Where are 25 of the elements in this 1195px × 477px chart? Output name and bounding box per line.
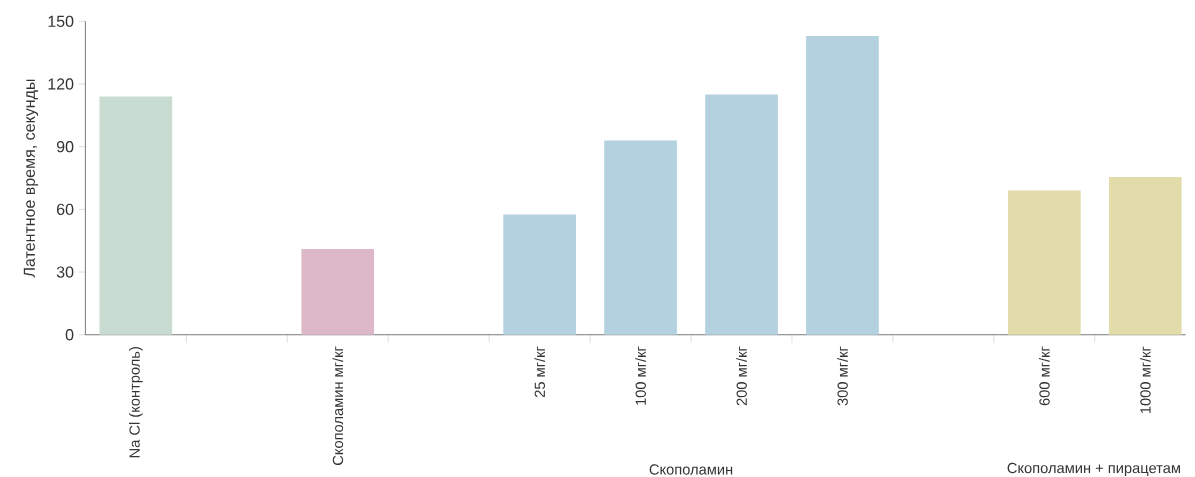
y-tick-label: 60 xyxy=(57,203,74,215)
bar xyxy=(1108,176,1182,335)
x-tick-label: 25 мг/кг xyxy=(534,346,546,397)
x-tick-label: Скополамин мг/кг xyxy=(332,346,344,465)
bar xyxy=(99,96,173,335)
y-tick-label: 30 xyxy=(56,266,74,278)
y-tick-label: 0 xyxy=(65,328,74,341)
y-tick-label: 90 xyxy=(56,140,74,153)
x-tick-label: Na Cl (контроль) xyxy=(129,346,143,457)
text: Скополамин xyxy=(649,464,733,475)
x-tick-label: 1000 мг/кг xyxy=(1139,346,1151,413)
y-tick-label: 120 xyxy=(48,78,74,90)
bar xyxy=(301,248,375,335)
bar xyxy=(604,140,677,335)
y-axis-title: Латентное время, секунды xyxy=(23,79,39,278)
y-tick-label: 150 xyxy=(48,15,74,27)
bar xyxy=(1008,190,1081,335)
x-tick-label: 600 мг/кг xyxy=(1038,346,1050,405)
x-tick-label: 100 мг/кг xyxy=(635,346,646,405)
bar xyxy=(705,94,778,335)
x-tick-label: 300 мг/кг xyxy=(837,346,848,406)
bar xyxy=(806,35,879,335)
text: Скополамин + пирацетам xyxy=(1007,462,1180,476)
bar xyxy=(503,214,576,335)
x-tick-label: 200 мг/кг xyxy=(736,346,747,406)
